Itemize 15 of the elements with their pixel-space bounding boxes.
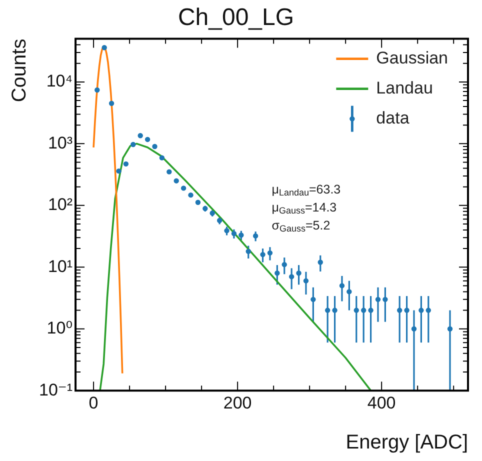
y-tick-label: 10³	[48, 133, 73, 152]
y-tick-label: 10⁴	[46, 72, 73, 91]
x-tick-label: 0	[88, 393, 98, 412]
y-tick-label: 10¹	[48, 256, 73, 276]
chart-title: Ch_00_LG	[178, 4, 294, 32]
legend-label: Gaussian	[376, 48, 448, 68]
x-tick-label: 400	[367, 393, 396, 412]
x-axis-title: Energy [ADC]	[346, 432, 468, 454]
y-tick-label: 10²	[48, 195, 73, 214]
y-axis-title: Counts	[8, 38, 31, 102]
y-tick-label: 10⁻¹	[38, 380, 73, 400]
legend-label: data	[376, 108, 410, 128]
x-tick-label: 200	[223, 393, 252, 412]
y-tick-label: 10⁰	[46, 318, 73, 338]
legend-label: Landau	[376, 78, 433, 98]
